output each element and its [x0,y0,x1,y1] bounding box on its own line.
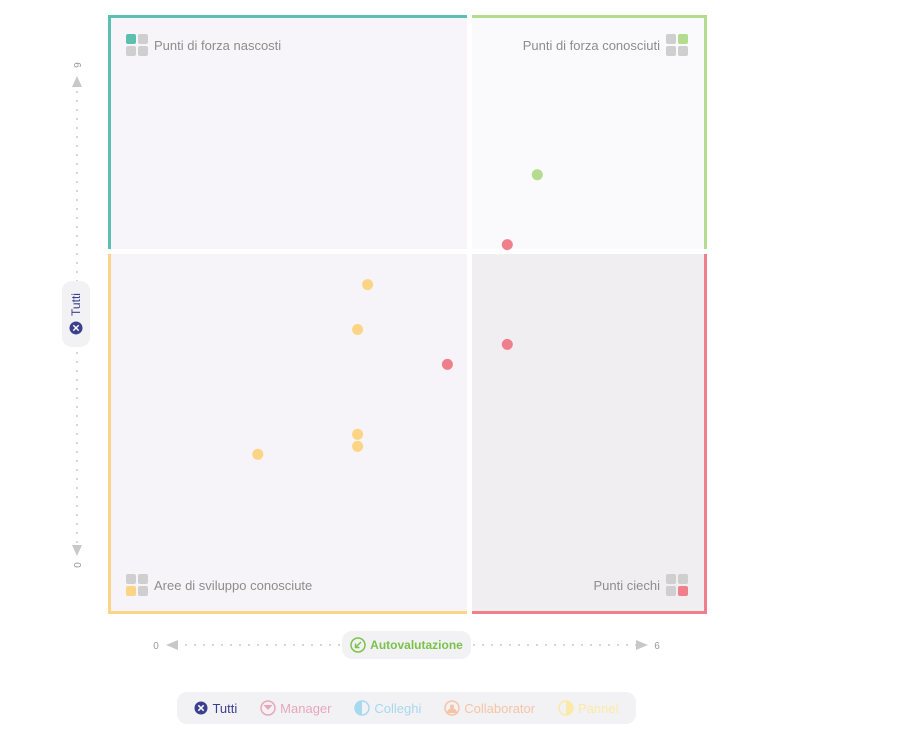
data-point-6[interactable] [352,324,364,335]
arrow-in-circle-icon [350,637,366,653]
quadrant-label-development-areas: Aree di sviluppo conosciute [126,574,312,596]
data-point-7[interactable] [352,428,364,440]
data-point-3[interactable] [501,338,513,350]
manager-icon [260,700,276,716]
quadrant-grid-icon [126,34,148,56]
quadrant-title: Punti di forza conosciuti [522,37,660,53]
y-axis-selector[interactable]: Tutti [62,281,90,347]
y-axis-arrow [72,76,82,556]
legend-label: Tutti [212,700,238,716]
x-axis-selector[interactable]: Autovalutazione [342,631,471,659]
legend-label: Collaborator [464,700,536,716]
x-circle-icon [69,321,83,335]
legend-item-manager[interactable]: Manager [260,700,331,716]
quadrant-label-blind-spots: Punti ciechi [594,574,688,596]
quadrant-grid-icon [666,34,688,56]
data-point-8[interactable] [352,440,364,452]
data-point-2[interactable] [501,239,513,251]
panel-icon [558,700,574,716]
legend-item-colleagues[interactable]: Colleghi [354,700,421,716]
data-points [252,169,543,460]
quadrant-title: Punti di forza nascosti [154,37,282,53]
quadrant-development-areas [108,254,467,614]
legend-item-all[interactable]: Tutti [194,701,237,716]
quadrant-label-known-strengths: Punti di forza conosciuti [523,34,688,56]
quadrant-title: Punti ciechi [593,577,660,593]
y-axis-label: Tutti [69,293,83,316]
legend: Tutti Manager Colleghi Collaborator Pann… [177,692,636,724]
data-point-1[interactable] [531,169,543,181]
legend-item-collaborator[interactable]: Collaborator [444,700,535,716]
legend-label: Manager [280,700,332,716]
quadrant-hidden-strengths [108,15,467,249]
legend-label: Colleghi [374,700,422,716]
quadrant-title: Aree di sviluppo conosciute [154,577,313,593]
quadrant-grid-icon [126,574,148,596]
legend-label: Pannel [578,700,619,716]
data-point-9[interactable] [252,448,264,460]
x-circle-icon [194,701,208,715]
y-axis-max-tick: 6 [71,62,82,68]
data-point-4[interactable] [441,358,453,370]
quadrant-grid-icon [666,574,688,596]
x-axis-arrow [166,640,648,650]
quadrant-blind-spots [472,254,707,614]
data-point-5[interactable] [362,279,374,291]
x-axis-min-tick: 0 [153,641,159,652]
legend-item-panel[interactable]: Pannel [558,700,619,716]
y-axis-min-tick: 0 [71,562,82,568]
collaborator-icon [444,700,461,716]
x-axis-max-tick: 6 [654,641,660,652]
colleagues-icon [354,700,371,716]
x-axis-label: Autovalutazione [370,638,463,652]
quadrant-label-hidden-strengths: Punti di forza nascosti [126,34,281,56]
